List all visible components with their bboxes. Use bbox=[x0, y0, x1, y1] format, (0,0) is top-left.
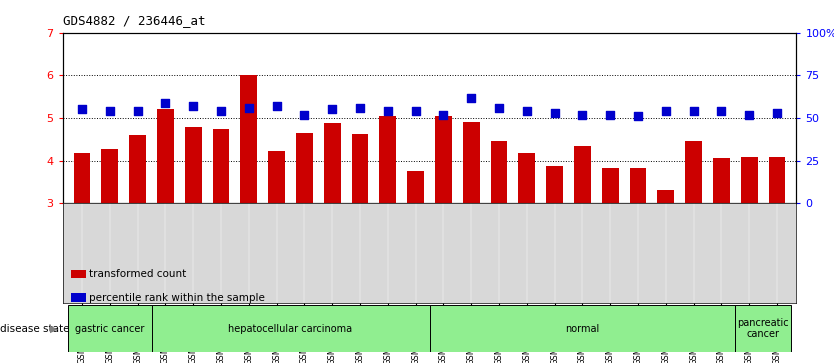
Point bbox=[409, 108, 422, 114]
Point bbox=[75, 107, 88, 113]
Point bbox=[354, 105, 367, 111]
Point bbox=[242, 105, 255, 111]
Point bbox=[604, 112, 617, 118]
Point bbox=[548, 110, 561, 116]
Text: percentile rank within the sample: percentile rank within the sample bbox=[89, 293, 265, 303]
Bar bbox=[102, 149, 118, 203]
Point bbox=[715, 108, 728, 114]
Bar bbox=[435, 116, 452, 203]
Point bbox=[270, 103, 284, 109]
Point bbox=[381, 108, 394, 114]
Point bbox=[158, 100, 172, 106]
Bar bbox=[352, 134, 369, 203]
Bar bbox=[736, 305, 791, 352]
Point bbox=[131, 108, 144, 114]
Bar bbox=[185, 127, 202, 203]
Bar bbox=[657, 189, 674, 203]
Bar bbox=[769, 157, 786, 203]
Bar bbox=[68, 305, 152, 352]
Bar bbox=[741, 157, 757, 203]
Bar bbox=[430, 305, 736, 352]
Point bbox=[465, 95, 478, 101]
Bar bbox=[129, 135, 146, 203]
Text: normal: normal bbox=[565, 323, 600, 334]
Text: ▶: ▶ bbox=[50, 323, 58, 334]
Point bbox=[492, 105, 505, 111]
Text: hepatocellular carcinoma: hepatocellular carcinoma bbox=[229, 323, 353, 334]
Point bbox=[520, 108, 534, 114]
Bar bbox=[379, 116, 396, 203]
Bar bbox=[157, 109, 173, 203]
Point bbox=[298, 112, 311, 118]
Point bbox=[187, 103, 200, 109]
Text: pancreatic
cancer: pancreatic cancer bbox=[737, 318, 789, 339]
Bar bbox=[574, 146, 590, 203]
Bar bbox=[152, 305, 430, 352]
Point bbox=[325, 107, 339, 113]
Point bbox=[103, 108, 117, 114]
Point bbox=[687, 108, 701, 114]
Bar bbox=[269, 151, 285, 203]
Bar bbox=[213, 129, 229, 203]
Text: gastric cancer: gastric cancer bbox=[75, 323, 144, 334]
Bar bbox=[240, 75, 257, 203]
Point bbox=[631, 113, 645, 119]
Bar bbox=[490, 142, 507, 203]
Bar bbox=[546, 166, 563, 203]
Bar bbox=[686, 142, 702, 203]
Text: disease state: disease state bbox=[0, 323, 73, 334]
Bar bbox=[519, 153, 535, 203]
Bar bbox=[602, 168, 619, 203]
Bar bbox=[630, 168, 646, 203]
Point bbox=[437, 112, 450, 118]
Bar bbox=[73, 153, 90, 203]
Bar bbox=[463, 122, 480, 203]
Point bbox=[575, 112, 589, 118]
Point bbox=[771, 110, 784, 116]
Text: transformed count: transformed count bbox=[89, 269, 187, 279]
Bar bbox=[324, 123, 340, 203]
Text: GDS4882 / 236446_at: GDS4882 / 236446_at bbox=[63, 15, 205, 28]
Point bbox=[214, 108, 228, 114]
Point bbox=[659, 108, 672, 114]
Bar bbox=[296, 133, 313, 203]
Bar bbox=[713, 159, 730, 203]
Bar bbox=[407, 171, 424, 203]
Point bbox=[742, 112, 756, 118]
